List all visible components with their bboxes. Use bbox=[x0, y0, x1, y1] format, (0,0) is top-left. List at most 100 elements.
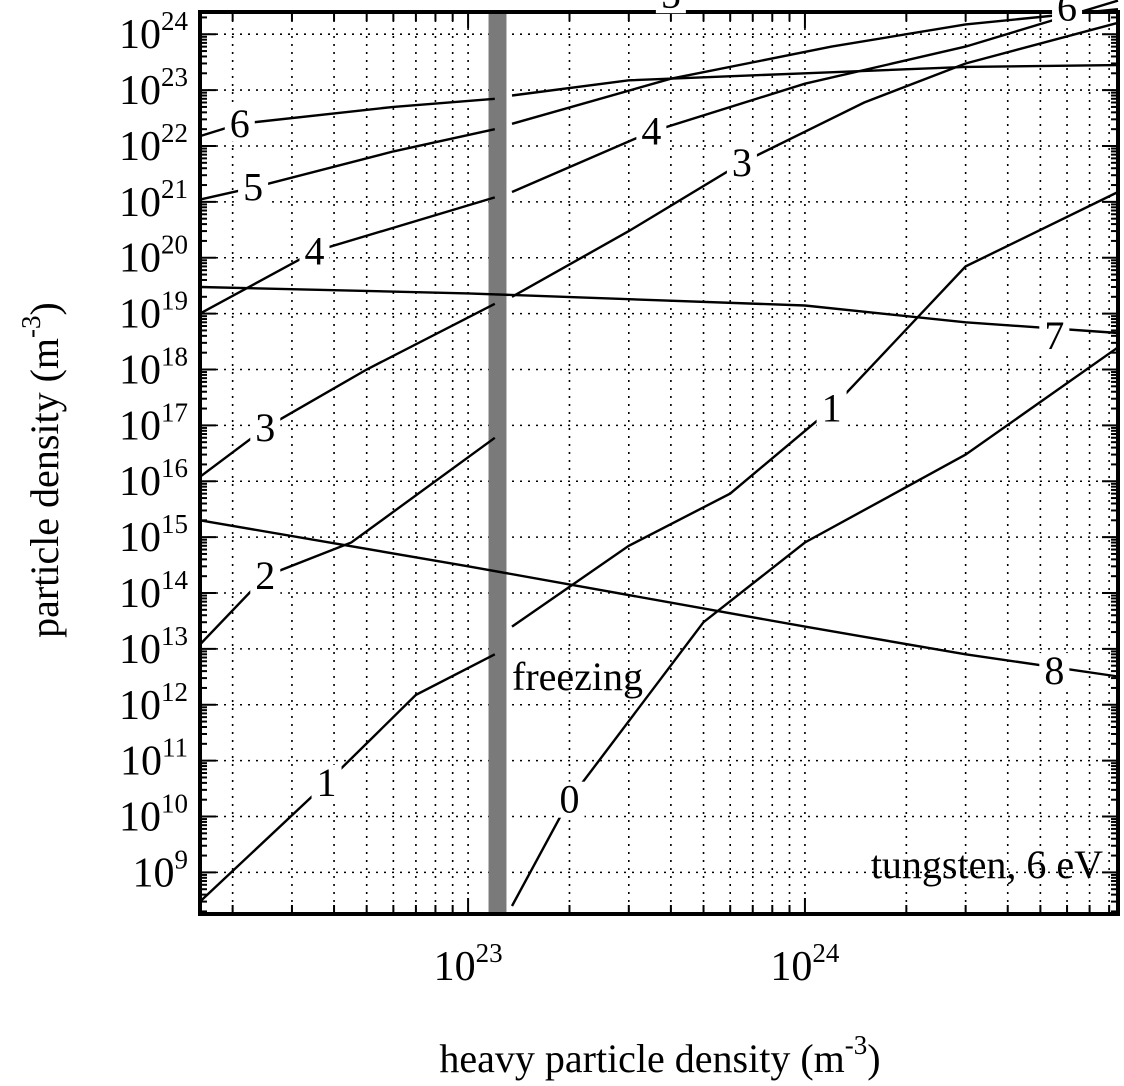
curve-lower-5 bbox=[199, 128, 496, 201]
y-tick-exp: 22 bbox=[161, 118, 188, 148]
x-axis-title-exp: -3 bbox=[845, 1030, 868, 1060]
y-tick-label: 1021 bbox=[119, 174, 188, 226]
curve-lower-1 bbox=[199, 653, 496, 903]
curve-label-bg bbox=[299, 233, 330, 270]
y-tick-exp: 18 bbox=[161, 341, 188, 371]
curve-label-upper-3: 3 bbox=[732, 140, 752, 185]
y-tick-base: 10 bbox=[133, 850, 175, 896]
y-tick-exp: 24 bbox=[161, 6, 189, 36]
curve-label-upper-5: 5 bbox=[661, 0, 681, 17]
freezing-label: freezing bbox=[512, 654, 643, 699]
x-tick-base: 10 bbox=[770, 944, 812, 990]
y-axis-title: particle density (m-3) bbox=[16, 302, 67, 638]
label-layer: 1091010101110121013101410151016101710181… bbox=[119, 0, 1083, 990]
curve-label-lower-6: 6 bbox=[230, 101, 250, 146]
curve-flat-7 bbox=[199, 285, 1119, 335]
y-tick-base: 10 bbox=[119, 347, 161, 393]
y-tick-exp: 13 bbox=[161, 621, 188, 651]
y-axis-title-exp: -3 bbox=[16, 315, 46, 338]
curve-label-bg bbox=[1039, 317, 1070, 354]
curve-label-lower-1: 1 bbox=[317, 760, 337, 805]
curve-label-bg bbox=[726, 144, 757, 181]
y-tick-exp: 21 bbox=[161, 174, 188, 204]
freezing-band bbox=[488, 12, 507, 914]
y-tick-label: 1020 bbox=[119, 230, 188, 282]
curve-label-flat-8: 8 bbox=[1044, 648, 1064, 693]
y-tick-base: 10 bbox=[119, 403, 161, 449]
curve-upper-1 bbox=[511, 190, 1119, 628]
y-axis-title-text: particle density (m bbox=[22, 338, 67, 638]
y-tick-base: 10 bbox=[119, 236, 161, 282]
y-tick-label: 109 bbox=[133, 844, 189, 896]
curve-upper-6 bbox=[511, 63, 1119, 97]
grid-layer bbox=[200, 12, 1118, 914]
y-tick-base: 10 bbox=[119, 292, 161, 338]
y-tick-label: 1015 bbox=[119, 509, 188, 561]
y-tick-exp: 9 bbox=[175, 844, 189, 874]
curve-upper-0 bbox=[510, 346, 1119, 907]
y-tick-label: 1012 bbox=[119, 677, 188, 729]
y-tick-base: 10 bbox=[119, 795, 161, 841]
y-axis-title-close: ) bbox=[22, 302, 67, 315]
y-tick-exp: 10 bbox=[161, 789, 188, 819]
curve-lower-4 bbox=[199, 196, 496, 315]
y-tick-base: 10 bbox=[119, 627, 161, 673]
y-tick-base: 10 bbox=[119, 683, 161, 729]
x-axis-title: heavy particle density (m-3) bbox=[439, 1030, 880, 1081]
curve-upper-4 bbox=[511, 0, 1119, 194]
y-tick-label: 1022 bbox=[119, 118, 188, 170]
curve-lower-6 bbox=[199, 97, 495, 138]
curve-label-bg bbox=[554, 781, 585, 818]
x-tick-exp: 24 bbox=[812, 938, 840, 968]
y-tick-label: 1018 bbox=[119, 341, 188, 393]
y-tick-base: 10 bbox=[119, 180, 161, 226]
curve-label-lower-5: 5 bbox=[243, 165, 263, 210]
y-tick-label: 1019 bbox=[119, 286, 188, 338]
curve-label-lower-2: 2 bbox=[255, 553, 275, 598]
curve-label-bg bbox=[1039, 653, 1070, 690]
curve-label-bg bbox=[636, 113, 667, 150]
y-tick-base: 10 bbox=[119, 124, 161, 170]
curve-flat-8 bbox=[199, 519, 1119, 678]
x-axis-title-close: ) bbox=[867, 1036, 880, 1081]
curve-label-bg bbox=[250, 558, 281, 595]
y-tick-label: 1010 bbox=[119, 789, 188, 841]
curve-label-upper-1: 1 bbox=[822, 386, 842, 431]
x-tick-label: 1024 bbox=[770, 938, 840, 990]
y-tick-label: 1017 bbox=[119, 397, 188, 449]
y-tick-exp: 11 bbox=[162, 733, 188, 763]
y-tick-base: 10 bbox=[120, 739, 162, 785]
y-tick-label: 1011 bbox=[120, 733, 188, 785]
curve-label-bg bbox=[250, 409, 281, 446]
x-tick-exp: 23 bbox=[476, 938, 503, 968]
x-tick-base: 10 bbox=[434, 944, 476, 990]
y-tick-label: 1014 bbox=[119, 565, 189, 617]
y-tick-base: 10 bbox=[119, 12, 161, 58]
curve-label-bg bbox=[311, 764, 342, 801]
y-tick-base: 10 bbox=[119, 571, 161, 617]
curve-upper-5 bbox=[511, 8, 1119, 125]
curve-label-bg bbox=[224, 105, 255, 142]
y-tick-exp: 12 bbox=[161, 677, 188, 707]
curve-label-bg bbox=[238, 169, 269, 206]
y-tick-label: 1024 bbox=[119, 6, 189, 58]
curve-label-flat-7: 7 bbox=[1044, 313, 1064, 358]
x-tick-label: 1023 bbox=[434, 938, 503, 990]
y-tick-exp: 16 bbox=[161, 453, 188, 483]
y-tick-exp: 23 bbox=[161, 62, 188, 92]
curve-label-bg bbox=[655, 0, 686, 14]
curve-label-lower-4: 4 bbox=[305, 228, 325, 273]
y-tick-exp: 14 bbox=[161, 565, 189, 595]
y-tick-exp: 19 bbox=[161, 286, 188, 316]
curve-label-upper-0: 0 bbox=[559, 777, 579, 822]
y-tick-exp: 15 bbox=[161, 509, 188, 539]
curve-label-upper-4: 4 bbox=[641, 109, 661, 154]
curve-lower-3 bbox=[199, 302, 496, 478]
annotation-label: tungsten, 6 eV bbox=[871, 842, 1103, 887]
curve-upper-3 bbox=[511, 21, 1119, 298]
curve-label-lower-3: 3 bbox=[255, 405, 275, 450]
y-tick-exp: 20 bbox=[161, 230, 188, 260]
y-tick-base: 10 bbox=[119, 515, 161, 561]
curve-lower-2 bbox=[199, 436, 496, 646]
